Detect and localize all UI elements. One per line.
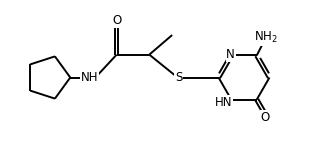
Text: NH: NH (81, 71, 98, 84)
Text: N: N (226, 48, 235, 61)
Text: NH$_2$: NH$_2$ (254, 30, 278, 45)
Text: O: O (261, 111, 270, 124)
Text: S: S (175, 71, 182, 84)
Text: O: O (112, 15, 121, 27)
Text: HN: HN (215, 96, 233, 109)
